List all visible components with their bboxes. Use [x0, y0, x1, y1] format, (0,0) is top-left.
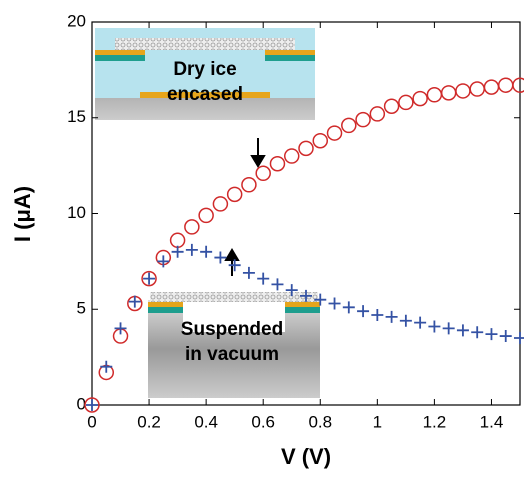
point [512, 77, 524, 93]
point [86, 399, 98, 411]
point [497, 77, 514, 93]
point [357, 305, 370, 318]
point [128, 295, 141, 308]
point [483, 79, 500, 95]
annotation: encased [167, 84, 243, 105]
point [185, 243, 198, 256]
y-tick-label: 15 [67, 107, 86, 126]
point [226, 186, 243, 203]
point [342, 301, 355, 314]
point [514, 331, 524, 344]
point [198, 207, 214, 224]
point [414, 316, 427, 329]
point [269, 155, 286, 172]
point [426, 87, 443, 103]
point [228, 259, 241, 272]
y-tick-label: 20 [67, 11, 86, 30]
point [455, 83, 471, 99]
point [440, 85, 457, 101]
point [314, 293, 327, 306]
y-tick-label: 0 [77, 394, 86, 413]
y-tick-label: 10 [67, 203, 86, 222]
point [300, 289, 312, 302]
point [442, 322, 455, 335]
x-tick-label: 0 [87, 412, 96, 431]
point [171, 245, 184, 258]
point [469, 81, 485, 97]
annotation: Dry ice [173, 59, 236, 80]
point [283, 148, 300, 164]
point [100, 360, 113, 373]
point [383, 98, 400, 115]
y-axis-label: I (μA) [10, 186, 35, 242]
point [369, 106, 386, 122]
point [255, 165, 271, 182]
inset-top [95, 28, 315, 120]
arrows [224, 138, 266, 276]
point [143, 272, 156, 285]
inset-bottom [148, 292, 320, 398]
x-tick-label: 1.4 [480, 412, 504, 431]
point [271, 278, 284, 291]
point [242, 266, 255, 279]
point [312, 132, 329, 149]
x-tick-label: 1 [373, 412, 382, 431]
annotation: in vacuum [185, 344, 279, 365]
point [485, 328, 498, 341]
point [184, 219, 200, 235]
point [141, 270, 157, 287]
point [471, 326, 484, 339]
x-tick-label: 0.8 [308, 412, 332, 431]
point [200, 245, 213, 258]
x-tick-label: 1.2 [423, 412, 447, 431]
point [157, 255, 170, 268]
point [257, 272, 270, 285]
annotation: Suspended [181, 319, 283, 340]
x-tick-label: 0.2 [137, 412, 161, 431]
point [169, 232, 186, 249]
point [412, 90, 428, 107]
point [398, 94, 414, 111]
point [499, 330, 512, 343]
point [371, 308, 384, 321]
point [399, 314, 412, 327]
point [285, 284, 298, 297]
x-tick-label: 0.6 [251, 412, 275, 431]
point [114, 322, 127, 335]
point [385, 310, 398, 323]
y-tick-label: 5 [77, 299, 86, 318]
point [298, 140, 314, 157]
x-axis-label: V (V) [281, 444, 331, 469]
point [428, 320, 441, 333]
point [328, 297, 341, 310]
point [214, 251, 227, 264]
point [456, 324, 469, 337]
point [84, 397, 100, 413]
point [241, 177, 257, 193]
point [212, 196, 229, 212]
x-tick-label: 0.4 [194, 412, 218, 431]
point [355, 111, 371, 128]
point [326, 125, 343, 141]
point [341, 117, 357, 134]
